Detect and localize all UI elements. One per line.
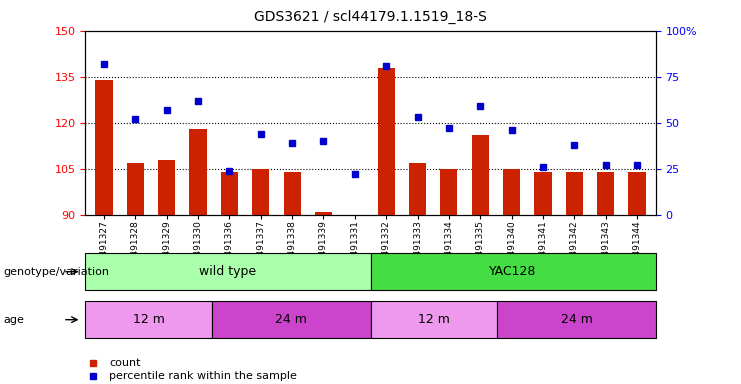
Bar (565, 172, 583, 215)
Bar (503, 169, 520, 215)
Bar (628, 172, 645, 215)
Bar (409, 163, 426, 215)
Text: genotype/variation: genotype/variation (4, 266, 110, 277)
Bar (315, 212, 332, 215)
Bar (440, 169, 457, 215)
Text: 12 m: 12 m (133, 313, 165, 326)
Bar (158, 160, 176, 215)
Text: YAC128: YAC128 (490, 265, 536, 278)
Text: 24 m: 24 m (561, 313, 593, 326)
Text: age: age (4, 314, 24, 325)
Text: 24 m: 24 m (276, 313, 308, 326)
Bar (378, 68, 395, 215)
Bar (221, 172, 238, 215)
Text: wild type: wild type (199, 265, 256, 278)
Bar (96, 80, 113, 215)
Text: GDS3621 / scl44179.1.1519_18-S: GDS3621 / scl44179.1.1519_18-S (254, 10, 487, 24)
Bar (190, 129, 207, 215)
Text: 12 m: 12 m (418, 313, 450, 326)
Text: count: count (109, 358, 141, 368)
Bar (252, 169, 270, 215)
Bar (597, 172, 614, 215)
Text: percentile rank within the sample: percentile rank within the sample (109, 371, 297, 381)
Bar (127, 163, 144, 215)
Bar (471, 135, 489, 215)
Bar (534, 172, 551, 215)
Bar (284, 172, 301, 215)
